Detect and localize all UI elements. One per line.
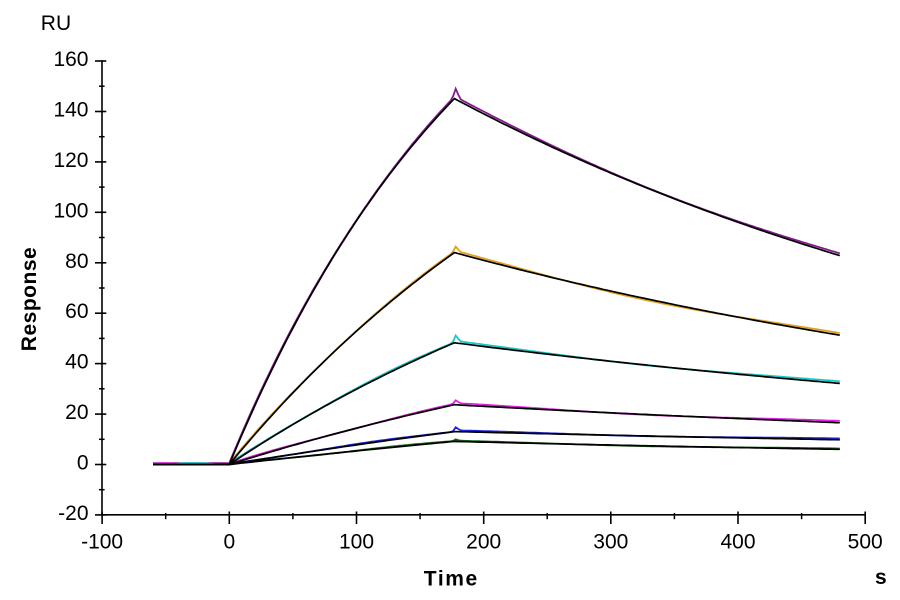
svg-text:-20: -20 (58, 502, 88, 525)
svg-text:100: 100 (339, 531, 374, 554)
svg-text:100: 100 (53, 199, 88, 222)
svg-text:RU: RU (41, 12, 71, 35)
svg-text:140: 140 (53, 99, 88, 122)
svg-text:Response: Response (18, 247, 41, 351)
svg-text:40: 40 (65, 351, 88, 374)
svg-text:300: 300 (593, 531, 628, 554)
svg-text:0: 0 (223, 531, 235, 554)
svg-text:500: 500 (848, 531, 883, 554)
svg-text:Time: Time (424, 568, 479, 591)
svg-text:0: 0 (77, 452, 89, 475)
svg-text:-100: -100 (81, 531, 123, 554)
svg-text:160: 160 (53, 48, 88, 71)
svg-text:200: 200 (466, 531, 501, 554)
svg-text:120: 120 (53, 149, 88, 172)
svg-text:s: s (875, 566, 887, 589)
svg-text:60: 60 (65, 300, 88, 323)
svg-text:20: 20 (65, 401, 88, 424)
svg-text:400: 400 (720, 531, 755, 554)
svg-text:80: 80 (65, 250, 88, 273)
